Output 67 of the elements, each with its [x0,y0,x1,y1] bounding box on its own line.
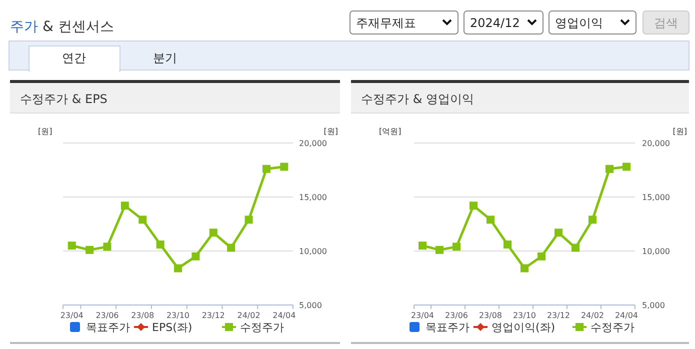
legend-label: 영업이익(좌) [492,321,556,334]
point [192,252,200,260]
point [520,264,528,272]
x-tick-label: 23/10 [512,311,536,320]
point [418,242,426,250]
legend-label: 수정주가 [590,321,634,334]
legend-label: EPS(좌) [152,321,192,334]
x-tick-label: 24/04 [614,311,638,320]
y2-axis-title: [원] [672,127,687,136]
y2-axis-title: [원] [324,127,338,136]
text: 주재무제표 [356,16,416,30]
x-tick-label: 23/08 [131,311,154,320]
text: 주가 & 컨센서스 [10,19,114,35]
point [486,216,494,224]
point [538,252,546,260]
y2-tick-label: 15,000 [299,193,327,202]
y2-tick-label: 10,000 [299,247,327,256]
legend-label: 수정주가 [240,321,284,334]
point [209,228,218,237]
point [436,246,444,254]
x-tick-label: 23/06 [96,311,119,320]
point [554,228,562,237]
point [588,216,596,224]
point [103,242,112,251]
y2-tick-label: 20,000 [642,139,670,148]
point [227,244,236,252]
y2-tick-label: 15,000 [642,193,670,202]
point [504,240,512,249]
point [452,242,460,251]
text: 영업이익 [555,16,603,30]
x-tick-label: 24/02 [237,311,260,320]
text: 검색 [654,16,678,30]
point [174,264,182,272]
chart-title: 수정주가 & EPS [20,92,108,106]
point [262,164,270,173]
x-tick-label: 23/04 [410,311,434,320]
y-axis-title: [원] [38,127,52,136]
x-tick-label: 23/06 [444,311,468,320]
point [622,162,630,171]
text: 2024/12 [470,16,520,30]
x-tick-label: 24/02 [580,311,604,320]
y2-tick-label: 5,000 [642,301,665,310]
text: 분기 [153,51,177,65]
legend-label: 목표주가 [426,321,470,334]
y-axis-title: [억원] [379,127,402,136]
x-tick-label: 24/04 [272,311,296,320]
x-tick-label: 23/12 [202,311,225,320]
x-tick-label: 23/08 [478,311,502,320]
y2-tick-label: 20,000 [299,139,327,148]
point [138,216,147,224]
x-tick-label: 23/04 [60,311,84,320]
y2-tick-label: 10,000 [642,247,670,256]
point [280,162,288,171]
x-tick-label: 23/12 [546,311,570,320]
text: 연간 [62,51,86,65]
point [606,164,614,173]
y2-tick-label: 5,000 [299,301,322,310]
point [86,246,94,254]
point [120,202,129,210]
point [470,202,478,210]
point [244,216,253,224]
chart-title: 수정주가 & 영업이익 [361,92,474,106]
legend-label: 목표주가 [86,321,130,334]
point [156,240,164,249]
point [68,242,76,250]
x-tick-label: 23/10 [166,311,190,320]
point [572,244,580,252]
